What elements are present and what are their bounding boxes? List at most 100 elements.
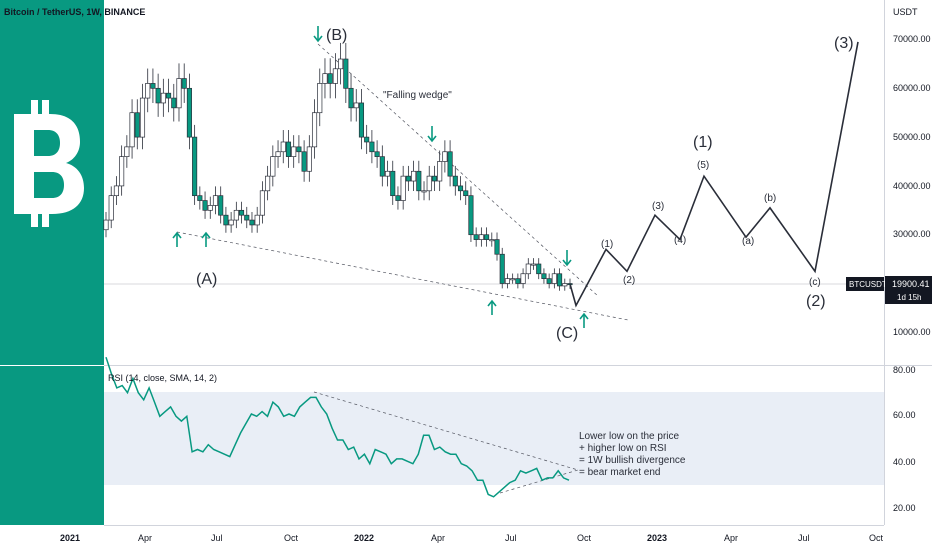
candle-body <box>520 273 526 284</box>
up-arrow-icon <box>201 231 211 247</box>
time-tick: 2023 <box>647 533 667 543</box>
candle-body <box>239 209 245 216</box>
candle-body <box>233 209 239 221</box>
rsi-note-line: Lower low on the price <box>579 431 679 442</box>
candle-body <box>343 58 349 89</box>
candle-body <box>275 151 281 157</box>
candle-body <box>499 253 505 284</box>
candle-body <box>484 234 490 240</box>
wedge-upper-line <box>317 43 599 297</box>
wave-b-label: (B) <box>326 27 347 44</box>
candle-body <box>525 263 531 275</box>
symbol-tag <box>846 277 884 291</box>
candle-body <box>431 175 437 182</box>
time-tick: Jul <box>505 533 517 543</box>
pattern-label: "Falling wedge" <box>383 90 452 101</box>
candle-body <box>452 175 458 187</box>
big-wave-1-label: (1) <box>693 134 713 151</box>
down-arrow-icon <box>562 250 572 267</box>
candle-body <box>384 170 391 177</box>
candle-body <box>254 214 260 226</box>
candle-body <box>166 92 172 99</box>
candle-body <box>494 239 500 255</box>
candle-body <box>311 112 318 148</box>
impulse-label-3: (3) <box>652 201 664 212</box>
candle-body <box>228 219 234 226</box>
last-price-value: 19900.41 <box>892 279 930 289</box>
symbol-tag-label: BTCUSDT <box>849 280 887 289</box>
brand-strip-lower <box>0 366 104 525</box>
candle-body <box>478 234 484 240</box>
big-wave-3-label: (3) <box>834 35 854 52</box>
candle-body <box>150 83 156 89</box>
candle-body <box>186 87 192 138</box>
candle-body <box>390 170 396 197</box>
rsi-series <box>105 356 570 498</box>
candle-body <box>280 141 286 153</box>
candle-body <box>421 190 427 193</box>
candle-body <box>369 141 375 153</box>
rsi-lower-trend <box>499 469 579 494</box>
rsi-line <box>105 356 570 498</box>
wave-a-label: (A) <box>196 271 217 288</box>
candle-body <box>145 83 151 99</box>
candle-body <box>124 146 130 157</box>
rsi-title[interactable]: RSI (14, close, SMA, 14, 2) <box>108 373 217 383</box>
candle-body <box>457 185 464 192</box>
candle-body <box>551 273 557 284</box>
candle-body <box>426 175 432 192</box>
time-tick: Apr <box>724 533 738 543</box>
corrective-label-a: (a) <box>742 236 754 247</box>
candle-body <box>536 263 542 275</box>
impulse-label-1: (1) <box>601 239 613 250</box>
down-arrow-icon <box>313 26 323 43</box>
candle-body <box>416 170 422 192</box>
candle-body <box>160 92 166 104</box>
candle-body <box>113 185 119 197</box>
time-tick: Oct <box>869 533 884 543</box>
corrective-label-c: (c) <box>809 277 821 288</box>
candle-body <box>541 273 547 279</box>
candle-body <box>171 97 177 109</box>
candle-body <box>442 151 448 162</box>
up-arrow-icon <box>487 299 497 315</box>
candle-body <box>212 195 219 206</box>
rsi-tick: 40.00 <box>893 457 916 467</box>
candle-body <box>395 195 401 201</box>
candle-body <box>129 112 135 148</box>
candle-body <box>119 156 125 187</box>
candle-body <box>411 170 417 182</box>
up-arrow-icon <box>579 312 589 328</box>
candle-body <box>285 141 292 157</box>
rsi-upper-trend <box>313 391 579 471</box>
candle-body <box>202 200 208 211</box>
time-tick: 2021 <box>60 533 80 543</box>
candle-body <box>348 87 354 109</box>
time-tick: Oct <box>577 533 592 543</box>
candle-body <box>515 278 521 284</box>
price-tick: 40000.00 <box>893 181 931 191</box>
candle-body <box>473 234 479 240</box>
time-tick: 2022 <box>354 533 374 543</box>
candle-body <box>546 278 552 284</box>
candle-body <box>265 175 271 192</box>
impulse-label-5: (5) <box>697 160 709 171</box>
candle-body <box>530 263 537 266</box>
candle-body <box>181 78 187 89</box>
candle-body <box>207 205 213 211</box>
bitcoin-logo-icon <box>14 100 84 227</box>
candle-body <box>259 190 265 216</box>
big-wave-2-label: (2) <box>806 293 826 310</box>
candle-body <box>463 190 469 197</box>
time-tick: Jul <box>798 533 810 543</box>
rsi-note-line: = bear market end <box>579 467 660 478</box>
down-arrow-icon <box>427 126 437 143</box>
candle-body <box>510 278 516 281</box>
candle-body <box>270 156 276 177</box>
price-pane[interactable] <box>104 0 884 365</box>
symbol-title[interactable]: Bitcoin / TetherUS, 1W, BINANCE <box>4 7 145 17</box>
last-price-tag <box>885 276 932 304</box>
wave-projection <box>569 41 859 308</box>
impulse-label-4: (4) <box>674 235 686 246</box>
